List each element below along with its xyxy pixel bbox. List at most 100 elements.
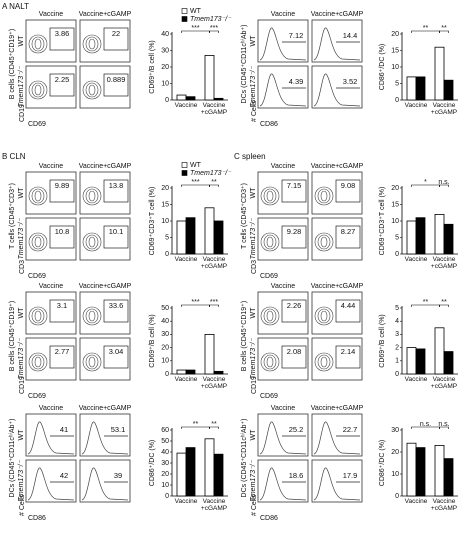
plot-frame	[311, 171, 363, 215]
gate-value: 14.4	[343, 31, 358, 40]
contour	[85, 354, 99, 370]
plot-frame	[25, 171, 77, 215]
contour	[34, 38, 42, 50]
gate	[335, 179, 361, 203]
section-label: A NALT	[2, 2, 29, 11]
bar	[176, 369, 187, 375]
contour	[34, 236, 42, 248]
marker-x: CD86	[260, 121, 278, 128]
plot-frame	[79, 217, 131, 261]
row-label: WT	[250, 187, 257, 199]
x-tick-label: Vaccine +cGAMP	[431, 376, 457, 390]
gate	[281, 179, 307, 203]
contour	[85, 188, 99, 204]
x-tick-label: Vaccine +cGAMP	[200, 376, 228, 390]
y-tick-label: 0	[395, 97, 399, 104]
sig-bracket	[439, 184, 449, 187]
contour	[28, 232, 48, 252]
plot-frame	[311, 19, 363, 63]
bar	[406, 76, 417, 101]
sig-label: n.s.	[438, 179, 449, 186]
contour	[260, 306, 280, 326]
gate-value: 3.52	[343, 77, 358, 86]
histogram	[81, 421, 129, 455]
gate	[103, 73, 129, 97]
row-label: Tmem173⁻/⁻	[18, 337, 25, 379]
contour	[88, 356, 96, 368]
contour	[317, 188, 331, 204]
histogram	[313, 467, 361, 501]
column-header: Vaccine	[39, 11, 63, 18]
column-header: Vaccine+cGAMP	[79, 405, 132, 412]
gate	[335, 345, 361, 369]
gate-value: 3.86	[55, 29, 70, 38]
contour	[266, 356, 274, 368]
axis-label: T cells (CD45⁺CD3⁺)	[241, 183, 248, 249]
sig-label: n.s.	[438, 421, 449, 428]
row-label: Tmem173⁻/⁻	[18, 459, 25, 501]
plot-frame	[257, 217, 309, 261]
axis-label: DCs (CD45⁺CD11cʰⁱAb⁺)	[240, 25, 248, 104]
bar	[434, 327, 445, 375]
plot-frame	[311, 65, 363, 109]
x-tick-label-text: Vaccine +cGAMP	[200, 376, 228, 390]
y-tick-label: 0	[165, 97, 169, 104]
x-tick-label: Vaccine	[175, 498, 198, 505]
gate-value: 42	[60, 471, 68, 480]
contour	[31, 234, 45, 250]
sig-bracket	[439, 426, 449, 429]
contour	[263, 308, 277, 324]
histogram	[27, 467, 75, 501]
x-tick-label: Vaccine	[405, 498, 428, 505]
row-label: WT	[18, 187, 25, 199]
gate-value: 13.8	[109, 181, 124, 190]
gate	[103, 345, 129, 369]
histogram	[313, 27, 361, 61]
gate-value: 10.8	[55, 227, 70, 236]
contour	[320, 356, 328, 368]
plot-frame	[79, 65, 131, 109]
y-tick-label: 0	[395, 251, 399, 258]
contour	[263, 354, 277, 370]
marker-y: CD19	[19, 376, 26, 394]
y-tick-label: 40	[161, 318, 169, 325]
bar	[185, 369, 196, 375]
row-label: WT	[250, 307, 257, 319]
y-tick-label: 30	[161, 47, 169, 54]
bar	[434, 46, 445, 101]
histogram	[81, 467, 129, 501]
gate	[281, 345, 307, 369]
gate-value: 8.27	[341, 227, 356, 236]
plot-frame	[311, 291, 363, 335]
row-label: WT	[250, 35, 257, 47]
gate-value: 22	[112, 29, 120, 38]
gate-value: 2.08	[287, 347, 302, 356]
gate	[103, 299, 129, 323]
legend-label: Tmem173⁻/⁻	[190, 16, 232, 23]
gate	[49, 73, 75, 97]
contour	[82, 232, 102, 252]
x-tick-label-text: Vaccine	[404, 376, 428, 383]
y-axis-label: CD86⁺/DC (%)	[149, 440, 156, 486]
contour	[314, 232, 334, 252]
y-tick-label: 50	[161, 438, 169, 445]
y-tick-label: 20	[161, 471, 169, 478]
gate-value: 2.26	[287, 301, 302, 310]
sig-label: **	[211, 421, 217, 428]
plot-frame	[79, 337, 131, 381]
x-tick-label-text: Vaccine	[174, 256, 198, 263]
bar	[213, 370, 224, 375]
gate	[103, 27, 129, 51]
section-label: B CLN	[2, 152, 26, 161]
plot-frame	[25, 19, 77, 63]
x-tick-label-text: Vaccine	[174, 102, 198, 109]
y-tick-label: 20	[391, 31, 399, 38]
axis-label: B cells (CD45⁺CD19⁺)	[9, 301, 16, 371]
contour	[320, 190, 328, 202]
contour	[266, 310, 274, 322]
contour	[263, 234, 277, 250]
contour	[85, 234, 99, 250]
bar	[415, 217, 426, 255]
gate-value: 9.89	[55, 181, 70, 190]
column-header: Vaccine	[271, 163, 295, 170]
